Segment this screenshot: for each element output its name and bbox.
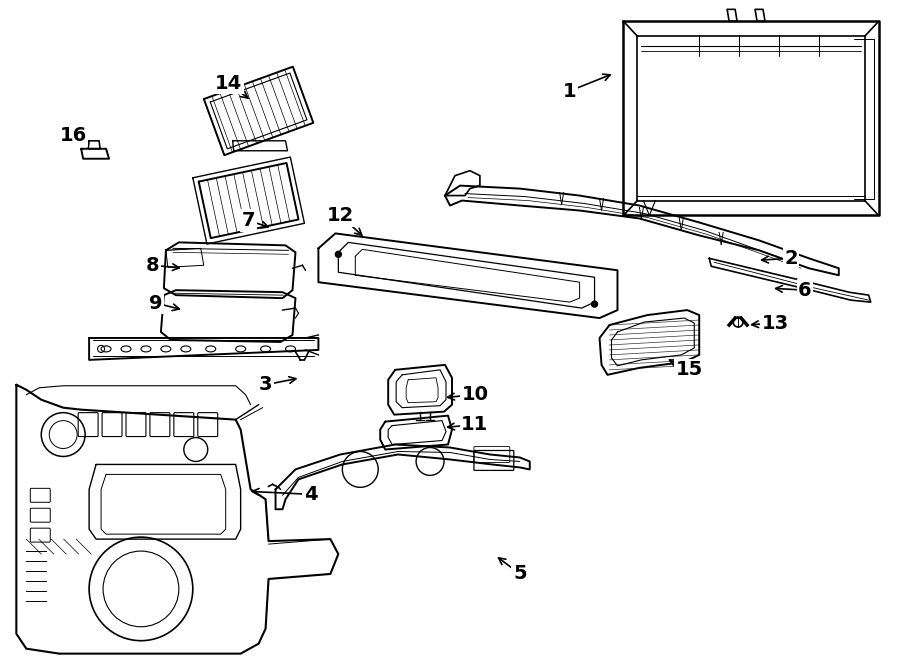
Text: 9: 9 <box>149 293 163 313</box>
Text: 10: 10 <box>462 385 489 405</box>
Text: 12: 12 <box>327 206 354 225</box>
Text: 4: 4 <box>303 485 317 504</box>
Text: 16: 16 <box>59 126 86 145</box>
Circle shape <box>591 301 598 307</box>
Text: 14: 14 <box>215 73 242 93</box>
Text: 8: 8 <box>146 256 159 275</box>
Circle shape <box>336 251 341 257</box>
Text: 13: 13 <box>761 313 788 332</box>
Text: 6: 6 <box>798 281 812 299</box>
Text: 1: 1 <box>562 81 576 100</box>
Text: 15: 15 <box>676 360 703 379</box>
Text: 11: 11 <box>462 415 489 434</box>
Text: 7: 7 <box>242 211 256 230</box>
Text: 5: 5 <box>513 564 526 584</box>
Text: 3: 3 <box>259 375 273 394</box>
Text: 2: 2 <box>784 249 797 268</box>
